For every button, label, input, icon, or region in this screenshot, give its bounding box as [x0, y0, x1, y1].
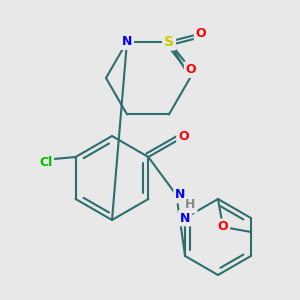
Text: N: N	[180, 212, 190, 224]
Text: O: O	[218, 220, 228, 233]
Text: H: H	[185, 199, 196, 212]
Text: N: N	[175, 188, 186, 202]
Text: O: O	[178, 130, 189, 143]
Text: O: O	[186, 63, 196, 76]
Text: N: N	[122, 35, 132, 48]
Text: S: S	[164, 34, 174, 49]
Text: Cl: Cl	[39, 155, 52, 169]
Text: O: O	[196, 27, 206, 40]
